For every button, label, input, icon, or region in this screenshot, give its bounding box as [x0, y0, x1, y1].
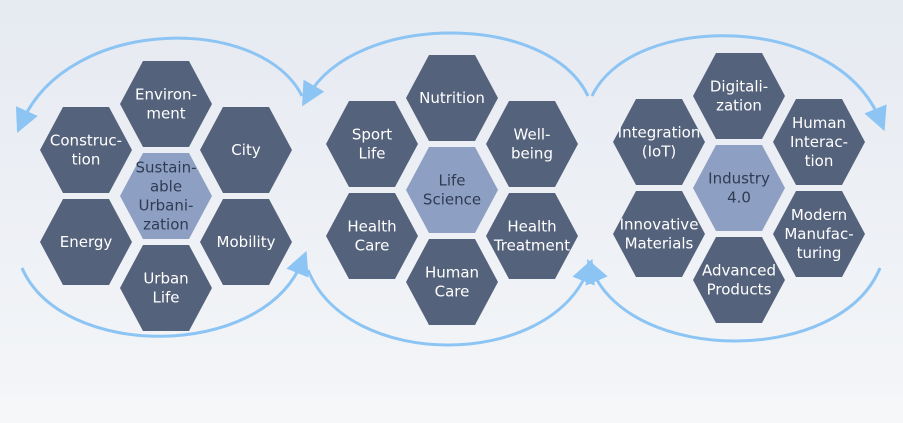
cluster-2-hexagon-5-label-line: Care — [355, 237, 390, 255]
cluster-2-hexagon-6-label-line: Life — [358, 145, 385, 163]
cluster-2-hexagon-3-label-line: Health — [507, 218, 556, 236]
cluster-2-hexagon-2-label-line: Well- — [514, 126, 551, 144]
cluster-1-hexagon-2: City — [200, 107, 292, 193]
cluster-1-hexagon-3-label-line: Mobility — [217, 233, 276, 251]
cluster-3-hexagon-6-shape — [613, 99, 705, 185]
cluster-3-hexagon-5-label-line: Innovative — [620, 216, 699, 234]
hexagon-grid: Environ-mentCityMobilityUrbanLifeEnergyC… — [40, 53, 865, 331]
cluster-3-hexagon-5-label-line: Materials — [625, 235, 694, 253]
cluster-3-hexagon-4-label-line: Advanced — [702, 262, 776, 280]
cluster-2-center-hexagon-label-line: Life — [438, 172, 465, 190]
cluster-1-hexagon-1-label-line: Environ- — [135, 86, 197, 104]
footer-band — [0, 395, 903, 423]
cluster-2-hexagon-1-shape — [406, 55, 498, 141]
cluster-3-hexagon-6-label-line: (IoT) — [642, 143, 676, 161]
cluster-3-center-hexagon-shape — [693, 145, 785, 231]
cluster-1-hexagon-3: Mobility — [200, 199, 292, 285]
arrow-upper-2 — [302, 31, 590, 107]
cluster-1-hexagon-3-shape — [200, 199, 292, 285]
cluster-1-hexagon-4-label-line: Life — [152, 289, 179, 307]
cluster-3-hexagon-2-label-line: tion — [805, 152, 834, 170]
cluster-3-hexagon-3-label-line: Manufac- — [784, 225, 853, 243]
cluster-1-hexagon-2-label-line: City — [231, 141, 261, 159]
cluster-1-hexagon-4-label-line: Urban — [143, 270, 188, 288]
cluster-3-hexagon-5-shape — [613, 191, 705, 277]
cluster-2-hexagon-6-shape — [326, 101, 418, 187]
cluster-2-hexagon-4-label-line: Care — [435, 283, 470, 301]
cluster-3-hexagon-1: Digitali-zation — [693, 53, 785, 139]
cluster-1-hexagon-5-label-line: Energy — [60, 233, 113, 251]
cluster-1-hexagon-1: Environ-ment — [120, 61, 212, 147]
cluster-3-hexagon-3-label-line: Modern — [791, 206, 847, 224]
cluster-1-center-hexagon-label-line: zation — [143, 216, 189, 234]
cluster-1-center-hexagon-label-line: Urbani- — [139, 197, 194, 215]
cluster-3-hexagon-6-label-line: Integration — [618, 124, 701, 142]
cluster-3-hexagon-4-shape — [693, 237, 785, 323]
cluster-1-hexagon-6-label-line: Construc- — [50, 132, 122, 150]
cluster-1-hexagon-6: Construc-tion — [40, 107, 132, 193]
cluster-2-hexagon-3-shape — [486, 193, 578, 279]
cluster-3-hexagon-3-label-line: turing — [797, 244, 842, 262]
cluster-2-center-hexagon-shape — [406, 147, 498, 233]
cluster-3-hexagon-6: Integration(IoT) — [613, 99, 705, 185]
arrow-upper-1 — [15, 36, 304, 133]
cluster-3-hexagon-1-shape — [693, 53, 785, 139]
cluster-2-hexagon-2-shape — [486, 101, 578, 187]
cluster-3-center-hexagon-label-line: Industry — [708, 170, 770, 188]
cluster-2-hexagon-4-label-line: Human — [425, 264, 479, 282]
arrow-lower-3 — [585, 258, 882, 343]
cluster-2-hexagon-2-label-line: being — [511, 145, 553, 163]
cluster-1-hexagon-5: Energy — [40, 199, 132, 285]
cluster-1-hexagon-1-shape — [120, 61, 212, 147]
cluster-1-hexagon-5-shape — [40, 199, 132, 285]
cluster-1-center-hexagon-label-line: able — [150, 178, 182, 196]
cluster-1-center-hexagon-label-line: Sustain- — [135, 159, 196, 177]
cluster-2-center-hexagon-label-line: Science — [423, 191, 481, 209]
cluster-3-hexagon-2-label-line: Interac- — [790, 133, 848, 151]
cluster-2-hexagon-1-label-line: Nutrition — [419, 89, 485, 107]
cluster-3-hexagon-1-label-line: Digitali- — [710, 78, 768, 96]
cluster-1-hexagon-4-shape — [120, 245, 212, 331]
cluster-3-hexagon-2-label-line: Human — [792, 114, 846, 132]
cluster-2-hexagon-5-shape — [326, 193, 418, 279]
cluster-3-hexagon-3-shape — [773, 191, 865, 277]
cluster-1-hexagon-2-shape — [200, 107, 292, 193]
cluster-2-hexagon-4-shape — [406, 239, 498, 325]
arrow-lower-2 — [306, 258, 595, 347]
cluster-2-hexagon-3-label-line: Treatment — [493, 237, 570, 255]
cluster-2-hexagon-5-label-line: Health — [347, 218, 396, 236]
cluster-1-center-hexagon-shape — [120, 153, 212, 239]
cluster-3-center-hexagon-label-line: 4.0 — [727, 189, 751, 207]
cluster-2-hexagon-1: Nutrition — [406, 55, 498, 141]
cycle-arrows — [15, 31, 887, 347]
cluster-1-hexagon-1-label-line: ment — [146, 105, 185, 123]
cluster-2-hexagon-6-label-line: Sport — [352, 126, 392, 144]
cluster-3-hexagon-4-label-line: Products — [707, 281, 772, 299]
cluster-2-hexagon-2: Well-being — [486, 101, 578, 187]
arrow-lower-1 — [20, 250, 309, 338]
cluster-1-hexagon-6-shape — [40, 107, 132, 193]
cluster-3-hexagon-1-label-line: zation — [716, 97, 762, 115]
arrow-upper-3 — [590, 34, 887, 132]
cluster-1-hexagon-6-label-line: tion — [72, 151, 101, 169]
cluster-3-hexagon-2-shape — [773, 99, 865, 185]
